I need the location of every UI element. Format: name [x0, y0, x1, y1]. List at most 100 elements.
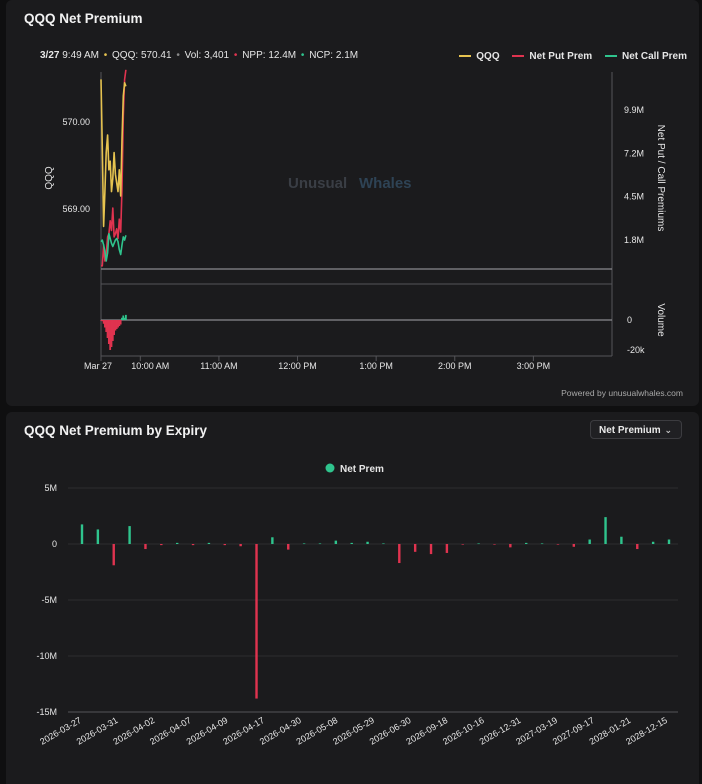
net-prem-legend-dot-icon	[325, 463, 335, 473]
volume-bar	[119, 320, 122, 325]
ncp-dot-icon: •	[300, 50, 305, 61]
expiry-bar	[413, 544, 417, 552]
volume-tick: -20k	[627, 345, 645, 355]
volume-bar	[111, 320, 114, 341]
expiry-bar	[175, 542, 179, 544]
net-premium-by-expiry-panel: QQQ Net Premium by Expiry Net Premium ⌄ …	[6, 412, 699, 784]
volume-bar	[124, 314, 127, 320]
expiry-bar	[318, 543, 322, 545]
expiry-bar	[525, 542, 528, 544]
volume-bar	[113, 320, 116, 335]
y-tick-right: 1.8M	[624, 235, 644, 245]
volume-tick: 0	[627, 315, 632, 325]
volume-bar	[115, 320, 118, 329]
metric-dropdown[interactable]: Net Premium ⌄	[590, 420, 682, 439]
volume-bar	[123, 317, 126, 320]
expiry-chart-title: QQQ Net Premium by Expiry	[24, 423, 208, 438]
expiry-bar	[80, 524, 84, 544]
expiry-bar	[191, 544, 195, 546]
vol-dot-icon: •	[176, 50, 180, 61]
volume-bar	[118, 320, 121, 326]
volume-bar	[122, 315, 125, 320]
expiry-bar	[620, 536, 623, 544]
expiry-bar	[651, 541, 655, 544]
expiry-bar	[461, 544, 464, 545]
y-tick-left: 569.00	[62, 204, 90, 214]
volume-bar	[101, 320, 104, 322]
x-tick-label: 2:00 PM	[438, 361, 472, 371]
volume-bar	[105, 320, 108, 332]
info-npp-value: 12.4M	[268, 50, 297, 61]
expiry-bar	[588, 539, 591, 544]
expiry-bar	[604, 517, 607, 544]
info-ncp-label: NCP:	[309, 50, 334, 61]
expiry-bar	[398, 544, 401, 564]
expiry-bar	[636, 544, 639, 550]
volume-bar	[109, 320, 112, 350]
info-date: 3/27	[40, 50, 60, 61]
expiry-bar	[160, 544, 163, 546]
x-tick-label: 1:00 PM	[359, 361, 393, 371]
expiry-bar	[287, 544, 290, 550]
y-axis-label-left: QQQ	[44, 166, 55, 190]
expiry-bar	[96, 529, 100, 544]
watermark-unusual: Unusual	[288, 175, 347, 192]
expiry-bar	[350, 542, 353, 544]
expiry-bar	[207, 542, 211, 544]
expiry-bar	[223, 544, 226, 546]
net-premium-line-chart[interactable]: Unusual Whales 570.00 569.00 QQQ 9.9M 7.2M 4.…	[6, 0, 699, 406]
expiry-bar	[429, 544, 433, 555]
expiry-bar	[493, 544, 496, 545]
volume-bar	[110, 320, 113, 347]
legend-label-call: Net Call Prem	[621, 51, 687, 62]
volume-bar	[102, 320, 105, 324]
net-call-prem-line	[100, 232, 127, 262]
volume-bar	[117, 320, 119, 328]
info-qqq-value: 570.41	[140, 50, 172, 61]
volume-bar	[106, 320, 109, 338]
y-tick-right: 9.9M	[624, 105, 644, 115]
x-tick-label: Mar 27	[84, 361, 112, 371]
volume-bar	[104, 320, 106, 328]
net-premium-panel: QQQ Net Premium 3/27 9:49 AM • QQQ: 570.…	[6, 0, 699, 406]
call-swatch-icon	[604, 55, 617, 58]
net-premium-bar-chart[interactable]: Net Prem5M0-5M-10M-15M2026-03-272026-03-…	[6, 412, 699, 784]
expiry-bar	[509, 544, 512, 548]
net-put-prem-line	[101, 69, 127, 267]
expiry-bar	[445, 544, 449, 553]
powered-by-link[interactable]: Powered by unusualwhales.com	[561, 388, 683, 398]
expiry-bar	[271, 537, 274, 544]
y-tick-label: -15M	[36, 707, 57, 717]
y-tick-label: -10M	[36, 651, 57, 661]
legend-item-put[interactable]: Net Put Prem	[512, 51, 592, 62]
expiry-bar	[667, 539, 671, 544]
metric-dropdown-value: Net Premium	[599, 425, 661, 436]
net-prem-legend-label: Net Prem	[340, 464, 384, 475]
volume-bar	[107, 320, 110, 344]
page-title: QQQ Net Premium	[24, 11, 143, 26]
qqq-dot-icon: •	[103, 50, 108, 61]
expiry-bar	[112, 544, 115, 566]
y-tick-left: 570.00	[62, 117, 90, 127]
expiry-bar	[382, 543, 385, 545]
line-chart-legend: QQQ Net Put Prem Net Call Prem	[449, 51, 687, 62]
expiry-bar	[366, 541, 369, 544]
expiry-bar	[302, 543, 306, 545]
x-tick-label: 2028-12-15	[624, 715, 669, 747]
legend-item-qqq[interactable]: QQQ	[459, 51, 500, 62]
legend-label-put: Net Put Prem	[529, 51, 593, 62]
legend-item-call[interactable]: Net Call Prem	[604, 51, 687, 62]
y-tick-right: 7.2M	[624, 148, 644, 158]
volume-bar	[114, 320, 117, 331]
info-time: 9:49 AM	[62, 50, 99, 61]
info-npp-label: NPP:	[242, 50, 266, 61]
x-tick-label: 12:00 PM	[278, 361, 317, 371]
expiry-bar	[556, 544, 560, 545]
info-qqq-label: QQQ:	[112, 50, 139, 61]
info-ncp-value: 2.1M	[335, 50, 359, 61]
expiry-bar	[477, 543, 480, 545]
info-vol-value: 3,401	[204, 50, 230, 61]
x-tick-label: 3:00 PM	[517, 361, 551, 371]
expiry-bar	[144, 544, 147, 550]
volume-axis-label: Volume	[655, 303, 666, 337]
